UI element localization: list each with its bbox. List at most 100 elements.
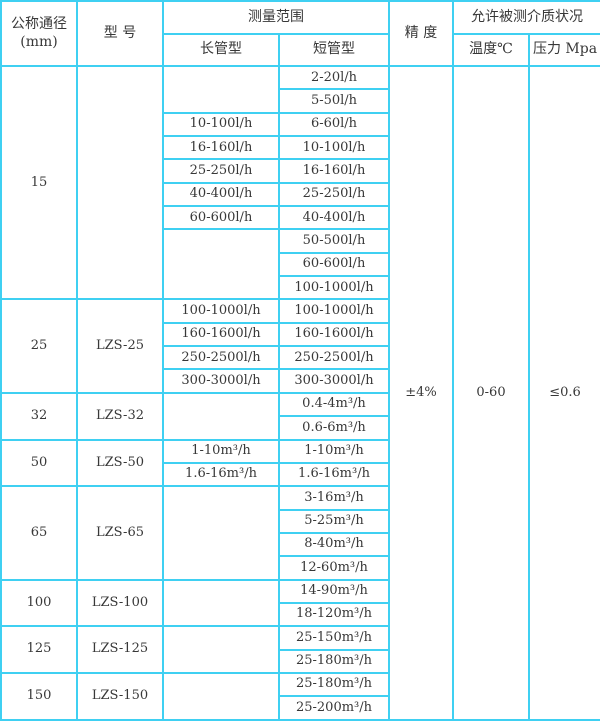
header-short-tube: 短管型: [278, 33, 390, 67]
cell-diameter-150: 150: [0, 671, 78, 721]
cell-short: 25-200m³/h: [278, 695, 390, 721]
table-row: 12-60m³/h: [1, 555, 600, 581]
cell-short: 160-1600l/h: [278, 321, 390, 348]
cell-long: 25-250l/h: [162, 158, 280, 184]
cell-long-empty: [162, 65, 280, 114]
cell-short: 12-60m³/h: [278, 555, 390, 581]
cell-model-lzs-32: LZS-32: [76, 391, 164, 441]
cell-model-lzs-100: LZS-100: [76, 578, 164, 628]
cell-diameter-25: 25: [0, 298, 78, 394]
table-row: 1.6-16m³/h 1.6-16m³/h: [1, 461, 600, 488]
cell-short: 250-2500l/h: [278, 345, 390, 371]
table-row: 32 LZS-32 0.4-4m³/h: [0, 391, 600, 441]
cell-accuracy-value: ±4%: [388, 65, 454, 721]
table-row: 300-3000l/h 300-3000l/h: [1, 368, 600, 394]
cell-diameter-100: 100: [0, 578, 78, 628]
cell-long-empty: [162, 391, 280, 441]
table-row: 5-25m³/h: [1, 508, 600, 534]
cell-model-15: [76, 64, 164, 301]
table-row: 150 LZS-150 25-180m³/h: [0, 671, 600, 721]
cell-short: 0.4-4m³/h: [278, 391, 390, 418]
cell-long: 300-3000l/h: [162, 368, 280, 394]
cell-short: 2-20l/h: [278, 64, 390, 91]
header-model: 型 号: [76, 0, 164, 67]
cell-diameter-15: 15: [0, 64, 78, 301]
cell-long: 160-1600l/h: [162, 321, 280, 348]
cell-short: 300-3000l/h: [278, 368, 390, 394]
table-row: 15 2-20l/h ±4% 0-60 ≤0.6: [0, 64, 600, 721]
cell-short: 25-150m³/h: [278, 625, 390, 651]
table-row: 10-100l/h 6-60l/h: [1, 111, 600, 138]
cell-long: 10-100l/h: [162, 111, 280, 138]
header-pressure: 压力 Mpa: [528, 33, 600, 67]
cell-short: 60-600l/h: [278, 251, 390, 278]
cell-short: 1.6-16m³/h: [278, 461, 390, 488]
table-row: 16-160l/h 10-100l/h: [1, 135, 600, 161]
cell-short: 40-400l/h: [278, 205, 390, 231]
table-row: 160-1600l/h 160-1600l/h: [1, 321, 600, 348]
table-row: 100 LZS-100 14-90m³/h: [0, 578, 600, 628]
table-row: 25-180m³/h: [1, 648, 600, 674]
header-long-tube: 长管型: [162, 33, 280, 67]
cell-short: 14-90m³/h: [278, 578, 390, 604]
cell-short: 8-40m³/h: [278, 531, 390, 558]
cell-short: 16-160l/h: [278, 158, 390, 184]
header-measuring-range: 测量范围: [162, 0, 390, 35]
cell-short: 100-1000l/h: [278, 298, 390, 324]
header-nominal-diameter-text: 公称通径: [11, 16, 67, 32]
table-row: 50-500l/h: [1, 228, 600, 301]
cell-pressure-value: ≤0.6: [528, 65, 600, 721]
cell-short: 5-25m³/h: [278, 508, 390, 534]
header-temperature: 温度℃: [452, 33, 530, 67]
cell-long: 40-400l/h: [162, 181, 280, 208]
table-row: 60-600l/h 40-400l/h: [1, 205, 600, 231]
cell-short: 10-100l/h: [278, 135, 390, 161]
cell-long: 1.6-16m³/h: [162, 461, 280, 488]
cell-diameter-125: 125: [0, 625, 78, 674]
cell-diameter-32: 32: [0, 391, 78, 441]
table-row: 40-400l/h 25-250l/h: [1, 181, 600, 208]
cell-diameter-65: 65: [0, 485, 78, 581]
table-row: 60-600l/h: [1, 251, 600, 278]
cell-long: 250-2500l/h: [162, 345, 280, 371]
table-row: 250-2500l/h 250-2500l/h: [1, 345, 600, 371]
header-accuracy: 精 度: [388, 0, 454, 67]
cell-long-empty: [162, 228, 280, 301]
table-row: 25-250l/h 16-160l/h: [1, 158, 600, 184]
header-nominal-diameter: 公称通径 (mm): [0, 0, 78, 67]
cell-long-empty: [162, 578, 280, 628]
cell-short: 18-120m³/h: [278, 601, 390, 628]
cell-long: 60-600l/h: [162, 205, 280, 231]
cell-short: 0.6-6m³/h: [278, 415, 390, 441]
cell-diameter-50: 50: [0, 438, 78, 488]
cell-short: 25-180m³/h: [278, 648, 390, 674]
table-row: 8-40m³/h: [1, 531, 600, 558]
cell-short: 1-10m³/h: [278, 438, 390, 464]
cell-short: 6-60l/h: [278, 111, 390, 138]
cell-model-lzs-65: LZS-65: [76, 485, 164, 581]
cell-long: 1-10m³/h: [162, 438, 280, 464]
table-row: 0.6-6m³/h: [1, 415, 600, 441]
cell-model-lzs-50: LZS-50: [76, 438, 164, 488]
cell-short: 3-16m³/h: [278, 485, 390, 511]
cell-model-lzs-25: LZS-25: [76, 298, 164, 394]
cell-short: 25-250l/h: [278, 181, 390, 208]
cell-short: 50-500l/h: [278, 228, 390, 254]
cell-long: 100-1000l/h: [162, 298, 280, 324]
cell-short: 5-50l/h: [278, 88, 390, 114]
cell-model-lzs-125: LZS-125: [76, 625, 164, 674]
table-row: 25 LZS-25 100-1000l/h 100-1000l/h: [0, 298, 600, 394]
cell-long-empty: [162, 671, 280, 721]
table-row: 50 LZS-50 1-10m³/h 1-10m³/h: [0, 438, 600, 488]
table-row: 25-200m³/h: [1, 695, 600, 721]
table-row: 100-1000l/h: [1, 275, 600, 301]
cell-short: 25-180m³/h: [278, 671, 390, 698]
cell-temperature-value: 0-60: [452, 65, 530, 721]
table-row: 65 LZS-65 3-16m³/h: [0, 485, 600, 581]
table-row: 18-120m³/h: [1, 601, 600, 628]
cell-long: 16-160l/h: [162, 135, 280, 161]
cell-model-lzs-150: LZS-150: [76, 671, 164, 721]
cell-short: 100-1000l/h: [278, 275, 390, 301]
